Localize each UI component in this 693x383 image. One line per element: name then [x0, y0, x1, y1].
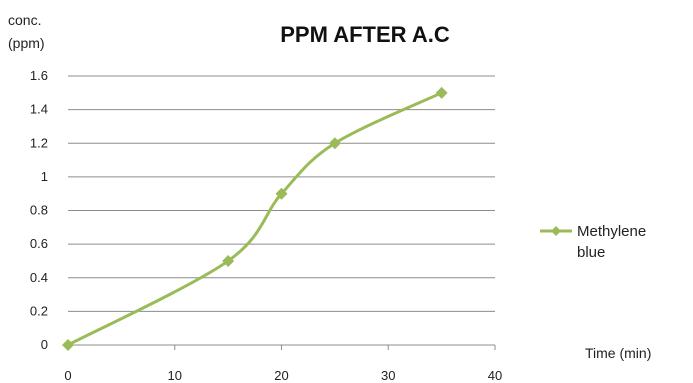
data-point-marker: [222, 254, 235, 267]
legend-label-line2: blue: [577, 244, 605, 261]
y-tick-label: 1.4: [30, 102, 48, 117]
series-line: [67, 91, 443, 347]
legend-diamond-marker: [551, 226, 561, 236]
y-axis-label-line2: (ppm): [8, 35, 45, 51]
chart-title: PPM AFTER A.C: [280, 22, 450, 47]
data-point-marker: [328, 137, 341, 150]
data-point-marker: [275, 187, 288, 200]
legend-label-line1: Methylene: [577, 223, 646, 240]
x-tick-label: 0: [64, 368, 71, 383]
x-tick-label: 10: [168, 368, 182, 383]
x-axis-label: Time (min): [585, 345, 651, 361]
y-axis-ticks: 0 0.2 0.4 0.6 0.8 1 1.2 1.4 1.6: [30, 68, 48, 352]
y-tick-label: 0.4: [30, 270, 48, 285]
y-tick-label: 0.6: [30, 236, 48, 251]
x-tick-label: 20: [274, 368, 288, 383]
x-axis-ticks: 0 10 20 30 40: [64, 345, 502, 383]
x-tick-label: 30: [381, 368, 395, 383]
legend: Methylene blue: [540, 223, 646, 261]
y-tick-label: 1: [41, 169, 48, 184]
y-tick-label: 0: [41, 337, 48, 352]
y-tick-label: 1.2: [30, 135, 48, 150]
y-tick-label: 0.8: [30, 203, 48, 218]
y-tick-label: 0.2: [30, 303, 48, 318]
y-tick-label: 1.6: [30, 68, 48, 83]
data-point-marker: [435, 86, 448, 99]
data-point-marker: [62, 339, 74, 351]
y-axis-label-line1: conc.: [8, 12, 41, 28]
x-tick-label: 40: [488, 368, 502, 383]
series-methylene-blue: [62, 86, 448, 351]
gridlines: [68, 75, 495, 346]
